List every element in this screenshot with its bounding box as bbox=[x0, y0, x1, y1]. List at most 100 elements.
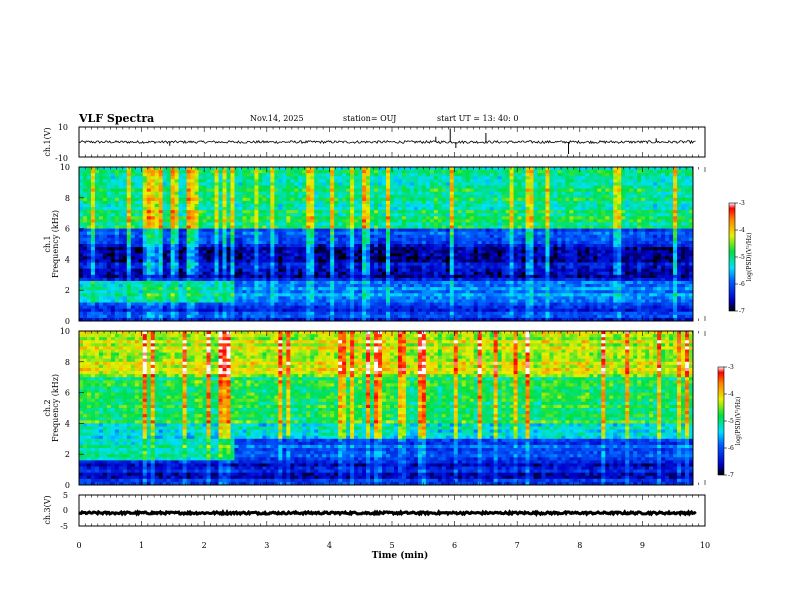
heatmap-cell bbox=[214, 305, 219, 310]
ch1-ytick-top: 10 bbox=[58, 123, 68, 132]
heatmap-cell bbox=[441, 314, 447, 319]
heatmap-cell bbox=[106, 308, 112, 313]
heatmap-cell bbox=[389, 244, 395, 248]
heatmap-cell bbox=[134, 237, 140, 242]
heatmap-cell bbox=[382, 268, 387, 273]
heatmap-cell bbox=[374, 271, 379, 276]
heatmap-cell bbox=[417, 299, 423, 303]
heatmap-cell bbox=[162, 216, 168, 220]
heatmap-cell bbox=[146, 305, 152, 310]
heatmap-cell bbox=[362, 299, 367, 303]
heatmap-cell bbox=[222, 210, 227, 214]
heatmap-cell bbox=[302, 277, 307, 282]
heatmap-cell bbox=[158, 231, 164, 236]
heatmap-cell bbox=[433, 314, 439, 319]
heatmap-cell bbox=[278, 176, 283, 180]
heatmap-cell bbox=[242, 284, 247, 288]
heatmap-cell bbox=[190, 250, 196, 254]
heatmap-cell bbox=[393, 274, 399, 279]
heatmap-cell bbox=[425, 237, 431, 242]
heatmap-cell bbox=[409, 284, 415, 288]
heatmap-cell bbox=[326, 290, 331, 294]
heatmap-cell bbox=[441, 173, 447, 177]
heatmap-cell bbox=[210, 194, 215, 199]
heatmap-cell bbox=[417, 268, 423, 273]
heatmap-cell bbox=[286, 225, 291, 229]
heatmap-cell bbox=[354, 207, 359, 211]
heatmap-cell bbox=[94, 268, 100, 273]
heatmap-cell bbox=[250, 299, 255, 303]
heatmap-cell bbox=[126, 308, 132, 313]
heatmap-cell bbox=[457, 167, 463, 171]
heatmap-cell bbox=[98, 188, 104, 193]
heatmap-cell bbox=[106, 185, 112, 189]
heatmap-cell bbox=[354, 293, 359, 297]
heatmap-cell bbox=[79, 314, 84, 319]
heatmap-cell bbox=[366, 231, 371, 236]
heatmap-cell bbox=[206, 299, 211, 303]
heatmap-cell bbox=[302, 185, 307, 189]
heatmap-cell bbox=[294, 271, 299, 276]
heatmap-cell bbox=[374, 176, 379, 180]
heatmap-cell bbox=[378, 253, 383, 257]
heatmap-cell bbox=[274, 253, 279, 257]
heatmap-cell bbox=[401, 293, 407, 297]
heatmap-cell bbox=[397, 170, 403, 174]
heatmap-cell bbox=[302, 191, 307, 196]
heatmap-cell bbox=[226, 234, 231, 239]
heatmap-cell bbox=[114, 293, 120, 297]
heatmap-cell bbox=[370, 277, 375, 282]
heatmap-cell bbox=[150, 207, 156, 211]
heatmap-cell bbox=[282, 290, 287, 294]
heatmap-cell bbox=[366, 182, 371, 186]
heatmap-cell bbox=[254, 194, 259, 199]
heatmap-cell bbox=[110, 265, 116, 270]
heatmap-cell bbox=[310, 210, 315, 214]
heatmap-cell bbox=[110, 308, 116, 313]
heatmap-cell bbox=[286, 296, 291, 300]
heatmap-cell bbox=[294, 231, 299, 236]
heatmap-cell bbox=[242, 259, 247, 263]
heatmap-cell bbox=[190, 253, 196, 257]
heatmap-cell bbox=[286, 244, 291, 248]
heatmap-cell bbox=[302, 314, 307, 319]
heatmap-cell bbox=[82, 170, 88, 174]
heatmap-cell bbox=[358, 231, 363, 236]
heatmap-cell bbox=[246, 237, 251, 242]
heatmap-cell bbox=[310, 170, 315, 174]
heatmap-cell bbox=[218, 200, 223, 205]
heatmap-cell bbox=[413, 213, 419, 217]
heatmap-cell bbox=[218, 228, 223, 233]
heatmap-cell bbox=[146, 314, 152, 319]
heatmap-cell bbox=[114, 176, 120, 180]
heatmap-cell bbox=[290, 225, 295, 229]
heatmap-cell bbox=[150, 308, 156, 313]
heatmap-cell bbox=[366, 240, 371, 245]
heatmap-cell bbox=[182, 296, 188, 300]
heatmap-cell bbox=[98, 173, 104, 177]
heatmap-cell bbox=[302, 296, 307, 300]
heatmap-cell bbox=[326, 265, 331, 270]
heatmap-cell bbox=[322, 262, 327, 266]
heatmap-cell bbox=[346, 207, 351, 211]
heatmap-cell bbox=[262, 302, 267, 306]
heatmap-cell bbox=[94, 244, 100, 248]
heatmap-cell bbox=[378, 182, 383, 186]
heatmap-cell bbox=[445, 203, 451, 208]
heatmap-cell bbox=[106, 231, 112, 236]
heatmap-cell bbox=[326, 234, 331, 239]
heatmap-cell bbox=[274, 176, 279, 180]
heatmap-cell bbox=[98, 290, 104, 294]
heatmap-cell bbox=[234, 170, 239, 174]
heatmap-cell bbox=[146, 167, 152, 171]
heatmap-cell bbox=[154, 203, 160, 208]
heatmap-cell bbox=[126, 253, 132, 257]
heatmap-cell bbox=[190, 290, 196, 294]
heatmap-cell bbox=[130, 284, 136, 288]
heatmap-cell bbox=[389, 259, 395, 263]
heatmap-cell bbox=[182, 197, 188, 202]
heatmap-cell bbox=[274, 170, 279, 174]
heatmap-cell bbox=[86, 207, 92, 211]
heatmap-cell bbox=[246, 191, 251, 196]
heatmap-cell bbox=[162, 247, 168, 251]
